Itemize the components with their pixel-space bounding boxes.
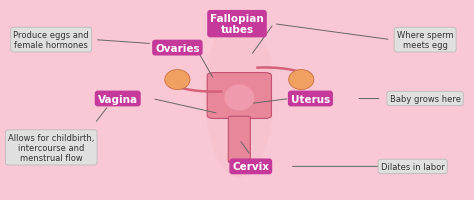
Ellipse shape bbox=[205, 15, 273, 177]
Text: Fallopian
tubes: Fallopian tubes bbox=[210, 14, 264, 35]
Text: Produce eggs and
female hormones: Produce eggs and female hormones bbox=[13, 31, 89, 50]
Text: Uterus: Uterus bbox=[291, 94, 330, 104]
Text: Ovaries: Ovaries bbox=[155, 43, 200, 53]
Text: Baby grows here: Baby grows here bbox=[390, 95, 461, 103]
Ellipse shape bbox=[224, 85, 254, 111]
Text: Allows for childbirth,
intercourse and
menstrual flow: Allows for childbirth, intercourse and m… bbox=[8, 133, 94, 162]
Text: Dilates in labor: Dilates in labor bbox=[381, 162, 445, 171]
Ellipse shape bbox=[289, 70, 314, 90]
Text: Where sperm
meets egg: Where sperm meets egg bbox=[397, 31, 454, 50]
FancyBboxPatch shape bbox=[228, 117, 250, 163]
Text: Cervix: Cervix bbox=[232, 162, 269, 172]
Text: Vagina: Vagina bbox=[98, 94, 138, 104]
Ellipse shape bbox=[165, 70, 190, 90]
FancyBboxPatch shape bbox=[207, 73, 272, 119]
